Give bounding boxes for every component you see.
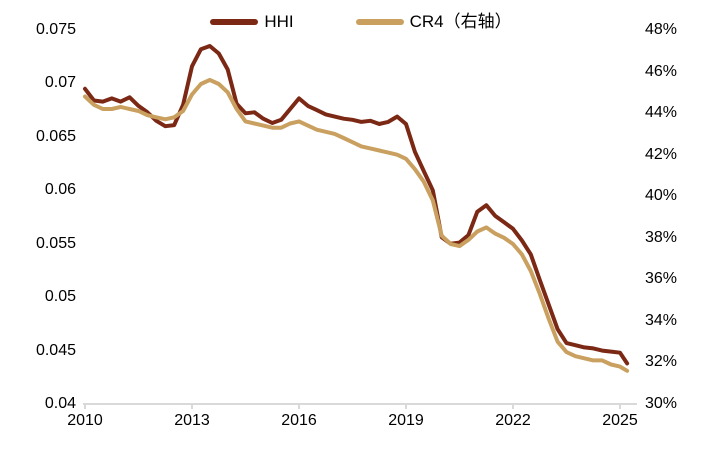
x-axis-tick-label: 2016: [281, 412, 317, 429]
cr4-line: [83, 77, 630, 373]
right-axis-tick-label: 46%: [645, 62, 678, 80]
hhi-line-swatch-icon: [210, 19, 259, 25]
right-axis-tick-label: 48%: [645, 21, 678, 38]
right-axis-tick-label: 34%: [645, 311, 678, 329]
left-axis-tick-label: 0.06: [44, 181, 76, 199]
right-axis-tick-label: 32%: [645, 353, 678, 371]
x-axis-tick-label: 2019: [388, 412, 424, 429]
cr4-line-swatch-icon: [355, 19, 404, 25]
right-axis-tick-label: 36%: [645, 270, 678, 288]
right-axis-tick-label: 40%: [645, 187, 678, 205]
legend-label-hhi: HHI: [264, 12, 294, 31]
left-axis-tick-label: 0.055: [35, 234, 76, 252]
x-axis-tick-label: 2013: [174, 412, 210, 429]
left-axis-tick-label: 0.075: [35, 21, 76, 38]
legend-item-hhi: HHI: [210, 12, 294, 32]
legend-label-cr4: CR4（右轴）: [409, 12, 512, 31]
hhi-line: [83, 44, 630, 366]
legend: HHI CR4（右轴）: [0, 12, 722, 32]
x-axis-tick-label: 2025: [602, 412, 638, 429]
left-axis-tick-label: 0.045: [35, 341, 76, 359]
left-axis-tick-label: 0.07: [44, 74, 76, 92]
x-axis-tick-label: 2010: [67, 412, 103, 429]
legend-item-cr4: CR4（右轴）: [355, 12, 512, 32]
left-axis-tick-label: 0.04: [44, 395, 76, 412]
left-axis-tick-label: 0.065: [35, 127, 76, 145]
right-axis-tick-label: 38%: [645, 228, 678, 246]
right-axis-tick-label: 30%: [645, 395, 678, 412]
right-axis-tick-label: 44%: [645, 104, 678, 122]
x-axis-tick-label: 2022: [495, 412, 531, 429]
left-axis-tick-label: 0.05: [44, 288, 76, 306]
right-axis-tick-label: 42%: [645, 145, 678, 163]
